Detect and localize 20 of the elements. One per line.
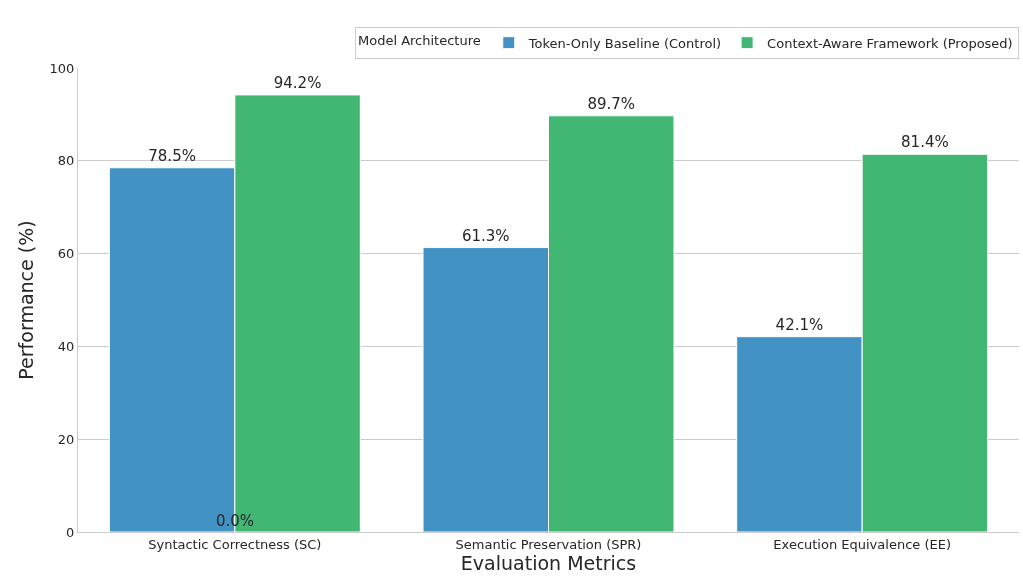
y-tick-label: 40 bbox=[57, 338, 75, 354]
y-tick-label: 80 bbox=[57, 153, 75, 169]
data-label: 78.5% bbox=[148, 146, 196, 165]
data-label: 61.3% bbox=[461, 226, 510, 245]
legend-label: Token-Only Baseline (Control) bbox=[527, 35, 722, 51]
data-label: 94.2% bbox=[273, 73, 322, 92]
y-axis-title: Performance (%) bbox=[15, 220, 38, 380]
legend-label: Context-Aware Framework (Proposed) bbox=[767, 35, 1013, 51]
y-tick-label: 20 bbox=[57, 431, 75, 447]
data-label: 89.7% bbox=[587, 94, 636, 113]
x-tick-label: Semantic Preservation (SPR) bbox=[455, 536, 642, 552]
x-tick-label: Execution Equivalence (EE) bbox=[773, 536, 951, 552]
x-axis-title: Evaluation Metrics bbox=[460, 552, 637, 575]
y-tick-label: 60 bbox=[57, 246, 75, 262]
y-tick-label: 100 bbox=[49, 60, 75, 76]
x-tick-label: Syntactic Correctness (SC) bbox=[148, 536, 322, 552]
data-label: 42.1% bbox=[775, 315, 824, 334]
y-tick-label: 0 bbox=[66, 524, 75, 540]
data-label: 81.4% bbox=[901, 133, 949, 152]
legend-title: Model Architecture bbox=[358, 32, 481, 48]
